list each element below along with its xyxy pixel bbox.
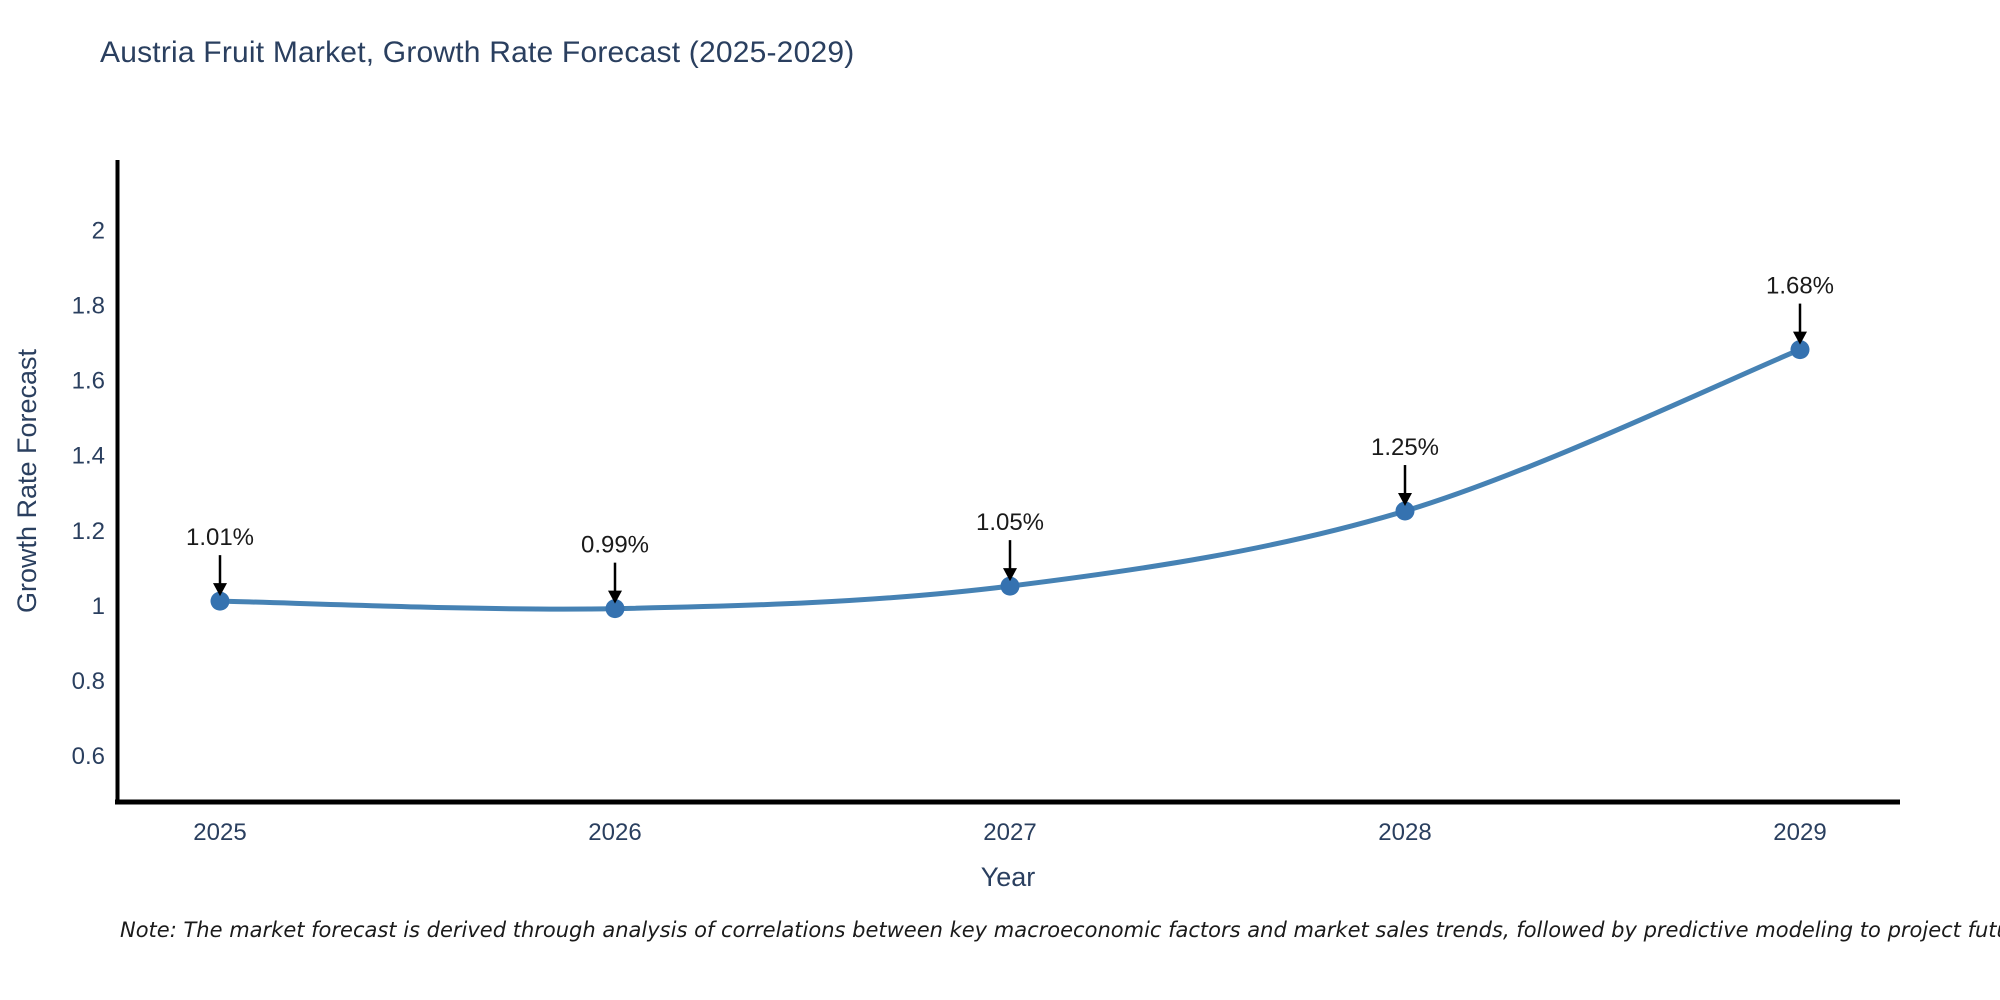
y-tick-label: 1 bbox=[92, 593, 105, 620]
data-point-marker[interactable] bbox=[1000, 576, 1020, 596]
y-axis-title: Growth Rate Forecast bbox=[12, 348, 42, 613]
annotation-arrowhead bbox=[1003, 568, 1017, 582]
x-tick-label: 2026 bbox=[588, 819, 641, 846]
y-tick-label: 2 bbox=[92, 217, 105, 244]
annotation-arrowhead bbox=[213, 583, 227, 597]
data-point-label: 1.25% bbox=[1371, 434, 1439, 461]
annotation-arrowhead bbox=[1398, 493, 1412, 507]
y-tick-label: 1.6 bbox=[72, 368, 105, 395]
annotation-arrowhead bbox=[1793, 331, 1807, 345]
y-tick-label: 0.8 bbox=[72, 668, 105, 695]
data-point-marker[interactable] bbox=[1395, 501, 1415, 521]
x-tick-label: 2028 bbox=[1378, 819, 1431, 846]
y-tick-label: 1.2 bbox=[72, 518, 105, 545]
y-tick-label: 1.8 bbox=[72, 293, 105, 320]
data-point-marker[interactable] bbox=[1790, 340, 1810, 360]
x-axis-title: Year bbox=[981, 862, 1036, 892]
x-tick-label: 2029 bbox=[1773, 819, 1826, 846]
y-tick-label: 1.4 bbox=[72, 443, 105, 470]
data-point-label: 1.05% bbox=[976, 509, 1044, 536]
x-tick-label: 2025 bbox=[193, 819, 246, 846]
data-point-marker[interactable] bbox=[605, 599, 625, 619]
data-point-label: 0.99% bbox=[581, 532, 649, 559]
footnote-text: Note: The market forecast is derived thr… bbox=[120, 918, 2000, 942]
data-point-label: 1.68% bbox=[1766, 273, 1834, 300]
y-tick-label: 0.6 bbox=[72, 743, 105, 770]
data-point-label: 1.01% bbox=[186, 524, 254, 551]
data-point-marker[interactable] bbox=[210, 591, 230, 611]
chart-title: Austria Fruit Market, Growth Rate Foreca… bbox=[100, 36, 855, 69]
annotation-arrowhead bbox=[608, 590, 622, 604]
x-tick-label: 2027 bbox=[983, 819, 1036, 846]
